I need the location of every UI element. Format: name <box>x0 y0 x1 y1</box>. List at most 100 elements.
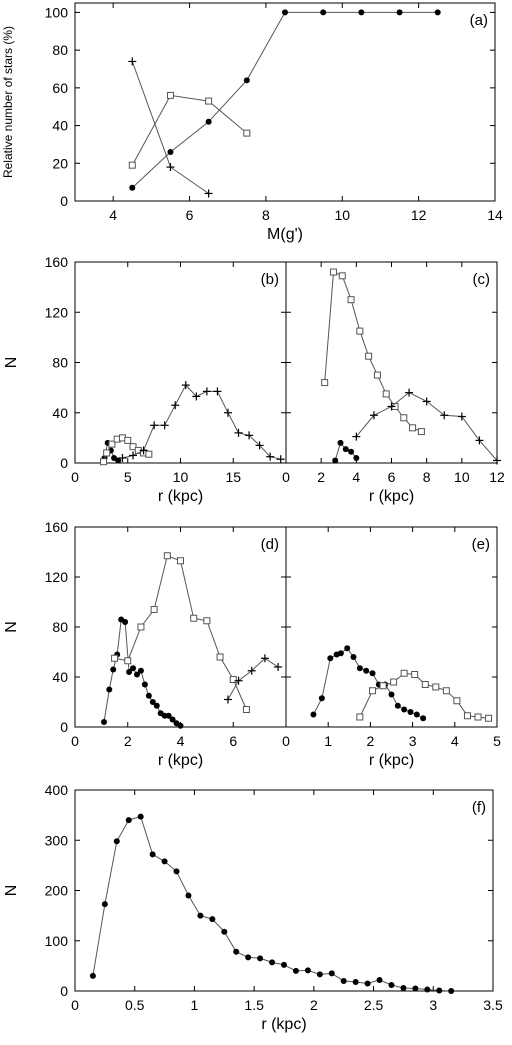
data-point-plus <box>369 411 378 420</box>
data-point-dot <box>133 671 140 678</box>
y-tick-label: 0 <box>60 193 68 209</box>
data-point-square <box>390 678 398 686</box>
data-point-plus <box>223 408 232 417</box>
data-point-square <box>442 687 450 695</box>
data-point-dot <box>388 981 395 988</box>
data-point-square <box>382 390 390 398</box>
x-axis-label: r (kpc) <box>369 752 414 769</box>
data-point-square <box>369 687 377 695</box>
data-point-plus <box>128 57 137 66</box>
data-point-plus <box>150 421 159 430</box>
y-tick-label: 20 <box>52 155 68 171</box>
panel-tag: (f) <box>472 799 486 816</box>
data-point-dot <box>420 715 427 722</box>
x-tick-label: 4 <box>451 733 459 749</box>
data-point-square <box>409 424 417 432</box>
y-tick-label: 160 <box>45 254 69 270</box>
plot-frame <box>74 261 287 464</box>
x-tick-label: 0.5 <box>125 997 145 1013</box>
data-point-plus <box>493 456 501 465</box>
x-tick-label: 0 <box>282 733 290 749</box>
data-point-dot <box>101 719 108 725</box>
x-tick-label: 4 <box>352 469 360 485</box>
data-point-square <box>229 676 237 683</box>
data-point-dot <box>233 948 240 955</box>
x-tick-label: 0 <box>71 733 79 749</box>
data-point-plus <box>475 436 484 445</box>
x-tick-label: 12 <box>411 207 427 223</box>
data-point-square <box>474 713 482 721</box>
data-point-dot <box>130 665 137 672</box>
panel-c: 0 2 4 6 8 10 12 r (kpc) (c) <box>282 261 505 505</box>
data-point-dot <box>342 446 349 453</box>
x-tick-label: 8 <box>423 469 431 485</box>
y-tick-label: 160 <box>45 519 69 535</box>
data-point-square <box>177 557 184 565</box>
data-point-plus <box>171 401 180 410</box>
y-axis-label: N <box>3 621 20 633</box>
data-point-square <box>453 697 461 705</box>
data-point-dot <box>122 619 129 625</box>
data-point-dot <box>153 702 160 709</box>
plot-frame <box>285 261 498 464</box>
data-point-square <box>137 623 145 631</box>
series-line <box>131 61 209 194</box>
data-point-dot <box>113 838 120 845</box>
data-point-dot <box>448 988 455 994</box>
series-line <box>122 384 281 460</box>
x-axis-label: r (kpc) <box>261 1016 306 1033</box>
data-point-plus <box>422 397 431 406</box>
data-point-dot <box>129 184 136 191</box>
y-tick-label: 0 <box>60 455 68 471</box>
data-point-square <box>163 552 171 560</box>
x-tick-label: 3 <box>409 733 417 749</box>
data-point-plus <box>129 451 138 460</box>
x-tick-label: 12 <box>489 469 505 485</box>
data-point-plus <box>166 163 175 172</box>
data-point-square <box>347 296 355 304</box>
x-tick-label: 4 <box>177 733 185 749</box>
panel-tag: (a) <box>470 12 488 29</box>
x-tick-label: 10 <box>173 469 189 485</box>
panel-a: 4 6 8 10 12 14 0 20 40 60 80 100 M(g') Relative numbe… <box>1 2 503 243</box>
y-tick-label: 80 <box>52 619 68 635</box>
data-point-dot <box>400 984 407 991</box>
x-tick-label: 15 <box>225 469 241 485</box>
x-tick-label: 0 <box>71 997 79 1013</box>
data-point-dot <box>434 9 441 16</box>
data-point-dot <box>269 959 276 966</box>
data-point-dot <box>337 439 344 446</box>
y-tick-label: 60 <box>52 80 68 96</box>
data-point-dot <box>145 692 152 699</box>
data-point-plus <box>181 381 190 390</box>
data-point-dot <box>436 987 443 994</box>
x-tick-label: 1 <box>191 997 199 1013</box>
data-point-dot <box>106 686 113 693</box>
series-line <box>114 555 247 710</box>
data-point-plus <box>255 441 264 450</box>
data-point-dot <box>350 654 357 660</box>
data-point-square <box>379 682 387 690</box>
x-axis-label: r (kpc) <box>158 488 203 505</box>
y-tick-label: 120 <box>45 569 69 585</box>
data-point-plus <box>139 446 148 455</box>
data-point-square <box>203 617 211 625</box>
y-tick-label: 0 <box>60 719 68 735</box>
data-point-dot <box>396 9 403 16</box>
data-point-dot <box>177 722 184 729</box>
data-point-square <box>356 327 364 335</box>
data-point-dot <box>352 978 359 985</box>
data-point-dot <box>413 711 420 718</box>
data-point-square <box>205 97 213 105</box>
data-point-square <box>432 683 440 691</box>
data-point-square <box>242 706 250 713</box>
data-point-square <box>400 669 408 677</box>
series-line <box>359 672 489 719</box>
data-point-dot <box>282 9 288 16</box>
data-point-square <box>485 714 493 722</box>
data-point-dot <box>304 967 311 974</box>
x-axis-label: M(g') <box>267 226 303 243</box>
data-point-dot <box>407 709 414 715</box>
y-axis-label: N <box>3 885 20 897</box>
data-point-dot <box>221 928 228 935</box>
